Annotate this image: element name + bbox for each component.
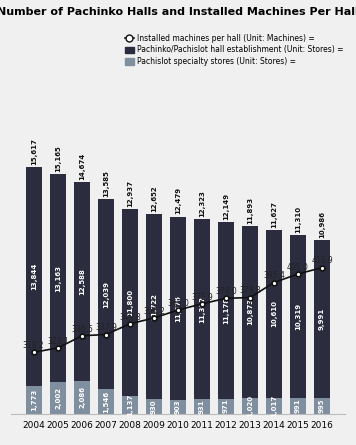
Text: 1,137: 1,137 (127, 394, 133, 416)
Bar (314, 398, 330, 414)
Text: 365.0: 365.0 (167, 299, 189, 308)
Text: 971: 971 (223, 399, 229, 413)
Text: 378.0: 378.0 (215, 287, 237, 296)
Bar (242, 226, 258, 398)
Text: 356.2: 356.2 (143, 307, 165, 316)
Bar (242, 398, 258, 414)
Bar (170, 400, 186, 414)
Bar (218, 399, 234, 414)
Text: 323.1: 323.1 (47, 336, 69, 346)
Text: 930: 930 (151, 399, 157, 414)
Bar (26, 167, 42, 386)
Text: 11,800: 11,800 (127, 289, 133, 316)
Text: 903: 903 (175, 400, 181, 414)
Text: 1,020: 1,020 (247, 395, 253, 417)
Bar (290, 235, 306, 398)
Text: 11,178: 11,178 (223, 297, 229, 324)
Text: 11,722: 11,722 (151, 293, 157, 320)
Text: 12,652: 12,652 (151, 185, 157, 212)
Text: 14,674: 14,674 (79, 153, 85, 180)
Bar (146, 399, 162, 414)
Text: 349.8: 349.8 (119, 312, 141, 321)
Text: 395.4: 395.4 (263, 271, 285, 280)
Bar (266, 230, 282, 398)
Bar (122, 210, 138, 396)
Text: 15,617: 15,617 (31, 138, 37, 165)
Text: 10,319: 10,319 (295, 303, 301, 330)
Bar (314, 240, 330, 398)
Bar (26, 386, 42, 414)
Text: 1,773: 1,773 (31, 389, 37, 411)
Bar (98, 389, 114, 414)
Text: 371.9: 371.9 (191, 292, 213, 302)
Bar (194, 219, 210, 399)
Text: 995: 995 (319, 399, 325, 413)
Text: 931: 931 (199, 399, 205, 414)
Bar (50, 382, 66, 414)
Text: 991: 991 (295, 399, 301, 413)
Bar (122, 396, 138, 414)
Text: 11,392: 11,392 (199, 295, 205, 323)
Text: 12,323: 12,323 (199, 190, 205, 217)
Text: 13,585: 13,585 (103, 170, 109, 197)
Text: 2,002: 2,002 (55, 387, 61, 409)
Text: 9,991: 9,991 (319, 308, 325, 330)
Text: 1,546: 1,546 (103, 391, 109, 413)
Bar (74, 182, 90, 381)
Text: 318.2: 318.2 (22, 341, 43, 350)
Text: 337.9: 337.9 (95, 323, 117, 332)
Text: 336.5: 336.5 (71, 324, 93, 333)
Text: 11,893: 11,893 (247, 197, 253, 223)
Text: 11,627: 11,627 (271, 201, 277, 228)
Text: 12,479: 12,479 (175, 187, 181, 214)
Bar (170, 217, 186, 400)
Text: 378.8: 378.8 (239, 286, 261, 295)
Text: 11,576: 11,576 (175, 295, 181, 322)
Text: 405.0: 405.0 (287, 263, 309, 271)
Bar (194, 399, 210, 414)
Bar (50, 174, 66, 382)
Text: 12,588: 12,588 (79, 268, 85, 295)
Legend: Installed machines per hall (Unit: Machines) =, Pachinko/Pachislot hall establis: Installed machines per hall (Unit: Machi… (123, 32, 345, 68)
Text: 12,149: 12,149 (223, 192, 229, 219)
Text: 11,310: 11,310 (295, 206, 301, 233)
Text: 12,937: 12,937 (127, 180, 133, 207)
Text: 15,165: 15,165 (55, 145, 61, 172)
Bar (266, 398, 282, 414)
Text: 10,873: 10,873 (247, 298, 253, 325)
Bar (146, 214, 162, 399)
Bar (290, 398, 306, 414)
Text: 2,086: 2,086 (79, 386, 85, 409)
Text: 10,986: 10,986 (319, 211, 325, 238)
Text: 10,610: 10,610 (271, 300, 277, 328)
Bar (218, 222, 234, 399)
Text: 411.9: 411.9 (311, 256, 333, 266)
Text: 1,017: 1,017 (271, 395, 277, 417)
Text: 13,163: 13,163 (55, 265, 61, 292)
Text: Number of Pachinko Halls and Installed Machines Per Hall: Number of Pachinko Halls and Installed M… (0, 7, 356, 16)
Text: 13,844: 13,844 (31, 263, 37, 290)
Bar (98, 199, 114, 389)
Bar (74, 381, 90, 414)
Text: 12,039: 12,039 (103, 281, 109, 308)
